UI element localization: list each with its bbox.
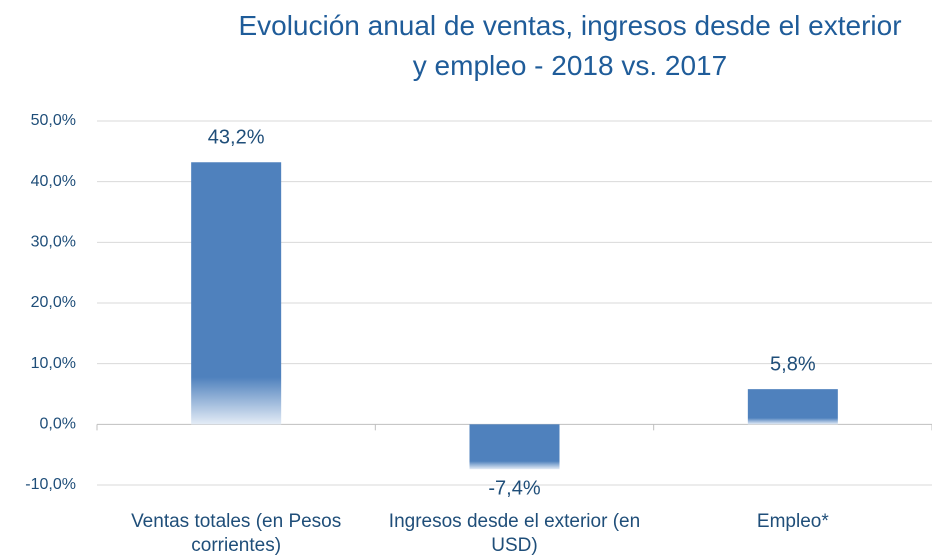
y-tick-label: 30,0% (31, 234, 76, 251)
value-label: 5,8% (770, 353, 816, 375)
y-tick-label: 10,0% (31, 355, 76, 372)
bar (747, 389, 838, 425)
y-tick-label: 0,0% (40, 416, 76, 433)
value-label: -7,4% (488, 478, 540, 500)
x-tick-label: Ingresos desde el exterior (en USD) (388, 511, 641, 556)
y-tick-label: 40,0% (31, 173, 76, 190)
y-tick-label: 20,0% (31, 294, 76, 311)
y-tick-label: -10,0% (25, 476, 76, 493)
value-label: 43,2% (208, 127, 265, 149)
chart-title: Evolución anual de ventas, ingresos desd… (238, 10, 902, 81)
x-tick-label: Empleo* (756, 511, 829, 532)
x-tick-label: Ventas totales (en Pesos corrientes) (131, 511, 342, 556)
bar (469, 424, 560, 470)
y-tick-label: 50,0% (31, 112, 76, 129)
bar (191, 162, 282, 425)
